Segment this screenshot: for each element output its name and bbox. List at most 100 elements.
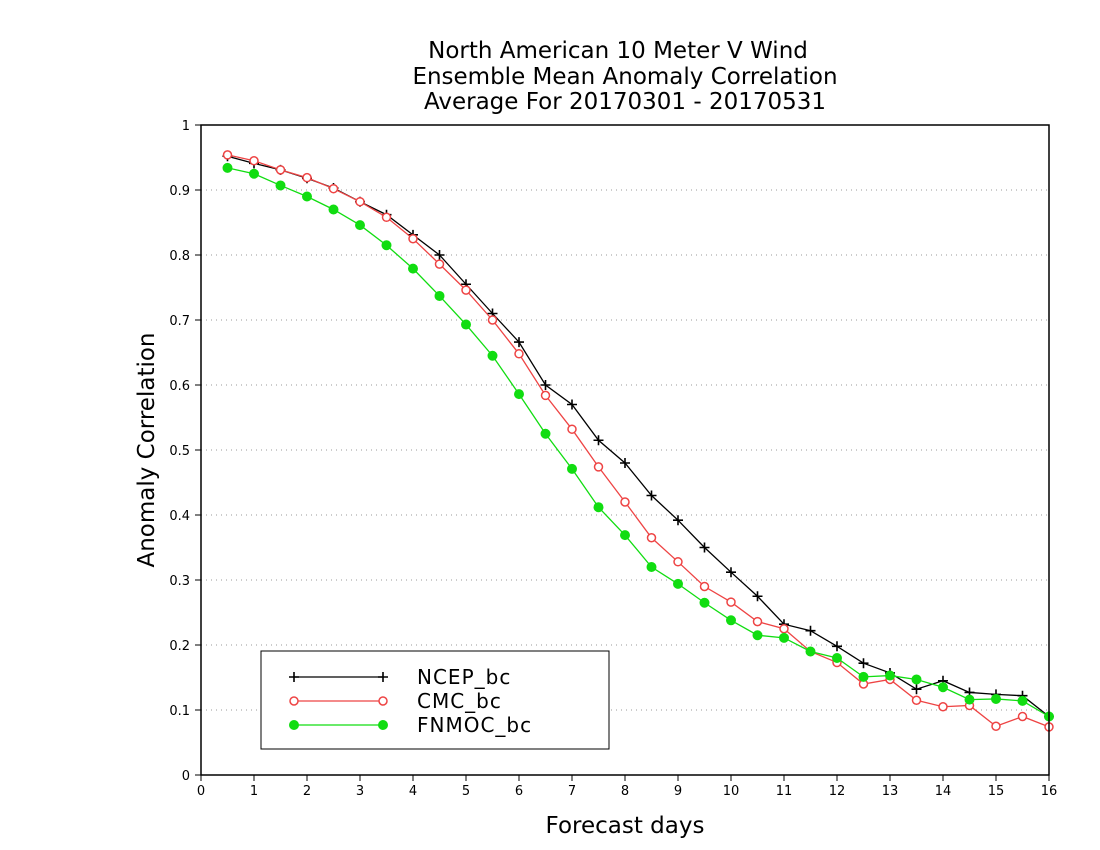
data-point	[752, 591, 763, 602]
data-point	[567, 463, 577, 474]
data-point	[461, 319, 471, 330]
data-point	[434, 290, 445, 301]
data-point	[752, 616, 763, 627]
legend-entry: CMC_bc	[289, 689, 502, 713]
data-point	[620, 530, 630, 541]
data-point	[434, 250, 445, 260]
y-tick-label: 0	[182, 769, 190, 784]
legend-swatch-marker	[378, 672, 388, 682]
data-point	[805, 625, 816, 636]
grid-lines	[201, 189, 1049, 711]
x-tick-label: 8	[621, 784, 629, 799]
legend-swatch-marker	[378, 696, 388, 706]
x-tick-label: 9	[674, 784, 682, 799]
data-point	[302, 191, 312, 202]
x-tick-label: 11	[776, 784, 793, 799]
x-tick-label: 0	[197, 784, 205, 799]
data-point	[726, 567, 736, 578]
data-point	[355, 196, 365, 207]
data-point	[540, 380, 551, 390]
data-point	[964, 694, 975, 705]
x-tick-label: 5	[462, 784, 470, 799]
data-point	[991, 693, 1001, 704]
data-point	[540, 428, 551, 439]
series-layer	[222, 150, 1054, 732]
series-line	[227, 154, 1050, 728]
x-tick-label: 3	[356, 784, 364, 799]
data-point	[805, 646, 816, 657]
series-line	[227, 155, 1050, 718]
data-point	[487, 350, 498, 361]
data-point	[593, 462, 604, 472]
legend-swatch-marker	[289, 672, 299, 682]
x-tick-label: 6	[515, 784, 523, 799]
legend-box	[260, 650, 610, 750]
legend-label: CMC_bc	[417, 689, 502, 713]
data-point	[514, 337, 524, 348]
data-point	[1017, 695, 1028, 706]
data-point	[832, 653, 842, 663]
data-point	[355, 220, 365, 231]
y-tick-label: 0.3	[169, 574, 190, 589]
data-point	[487, 315, 498, 325]
data-point	[249, 168, 259, 179]
data-point	[302, 172, 312, 183]
data-point	[673, 578, 683, 589]
y-tick-label: 1	[182, 119, 190, 134]
data-point	[673, 557, 683, 567]
series-FNMOC_bc	[222, 162, 1054, 722]
data-point	[275, 180, 286, 191]
data-point	[699, 542, 710, 553]
data-point	[222, 162, 233, 173]
x-axis-label: Forecast days	[546, 813, 705, 839]
y-tick-label: 0.2	[169, 639, 190, 654]
data-point	[779, 632, 789, 643]
x-tick-label: 12	[829, 784, 846, 799]
data-point	[461, 285, 471, 295]
data-point	[832, 641, 842, 652]
legend-entry: FNMOC_bc	[289, 713, 532, 737]
data-point	[858, 671, 869, 682]
data-point	[249, 156, 259, 166]
x-tick-label: 15	[988, 784, 1005, 799]
data-point	[620, 458, 630, 468]
data-point	[620, 497, 630, 507]
data-point	[911, 674, 922, 685]
chart-title-line-2: Ensemble Mean Anomaly Correlation	[412, 64, 837, 90]
x-tick-label: 14	[935, 784, 952, 799]
data-point	[646, 562, 657, 572]
data-point	[567, 399, 577, 410]
data-point	[593, 435, 604, 446]
chart-title-line-3: Average For 20170301 - 20170531	[424, 89, 826, 115]
series-line	[227, 167, 1050, 718]
legend-swatch-marker	[378, 720, 388, 730]
data-point	[991, 721, 1001, 731]
data-point	[514, 389, 524, 400]
data-point	[858, 658, 869, 669]
data-point	[885, 670, 895, 681]
data-point	[328, 183, 339, 194]
data-point	[673, 515, 683, 526]
x-tick-label: 7	[568, 784, 576, 799]
x-tick-label: 10	[723, 784, 740, 799]
legend-swatch-marker	[289, 720, 299, 730]
x-tick-label: 1	[250, 784, 258, 799]
y-tick-label: 0.8	[169, 249, 190, 264]
x-tick-label: 4	[409, 784, 417, 799]
data-point	[593, 502, 604, 513]
legend-label: FNMOC_bc	[417, 713, 532, 737]
data-point	[408, 263, 418, 274]
data-point	[726, 597, 736, 607]
data-point	[381, 212, 392, 223]
y-tick-label: 0.6	[169, 379, 190, 394]
data-point	[911, 695, 922, 705]
y-tick-label: 0.1	[169, 704, 190, 719]
data-point	[328, 204, 339, 215]
data-point	[434, 259, 445, 269]
data-point	[567, 424, 577, 434]
data-point	[514, 349, 524, 359]
plot-frame	[200, 124, 1050, 776]
x-tick-label: 2	[303, 784, 311, 799]
